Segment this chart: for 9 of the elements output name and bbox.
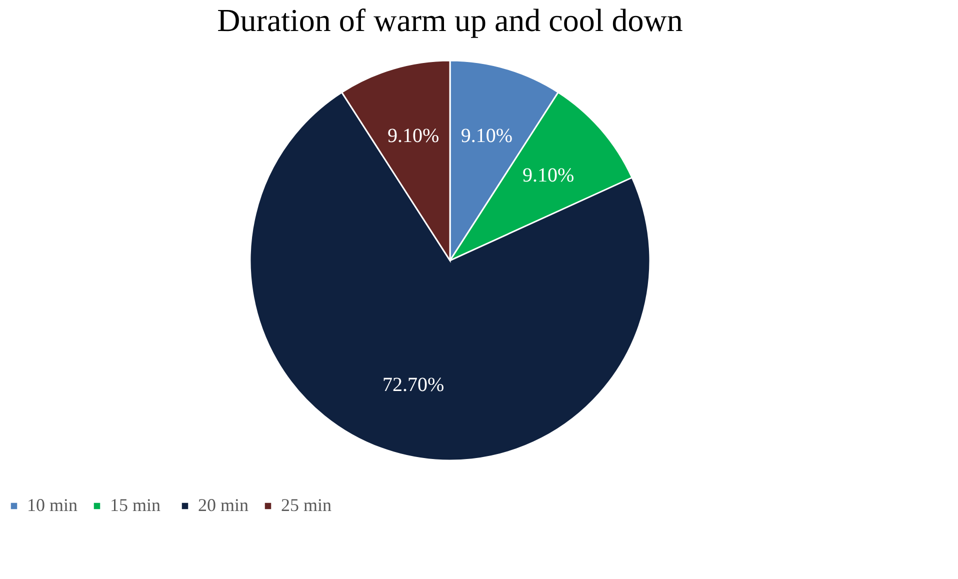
data-label: 9.10%	[522, 164, 574, 186]
legend-label: 10 min	[27, 495, 78, 515]
legend-label: 20 min	[198, 495, 249, 515]
legend-label: 25 min	[281, 495, 332, 515]
legend-label: 15 min	[110, 495, 161, 515]
chart-title: Duration of warm up and cool down	[217, 2, 683, 38]
data-label: 9.10%	[460, 124, 512, 147]
data-label: 9.10%	[388, 124, 440, 147]
data-label: 72.70%	[382, 374, 444, 396]
